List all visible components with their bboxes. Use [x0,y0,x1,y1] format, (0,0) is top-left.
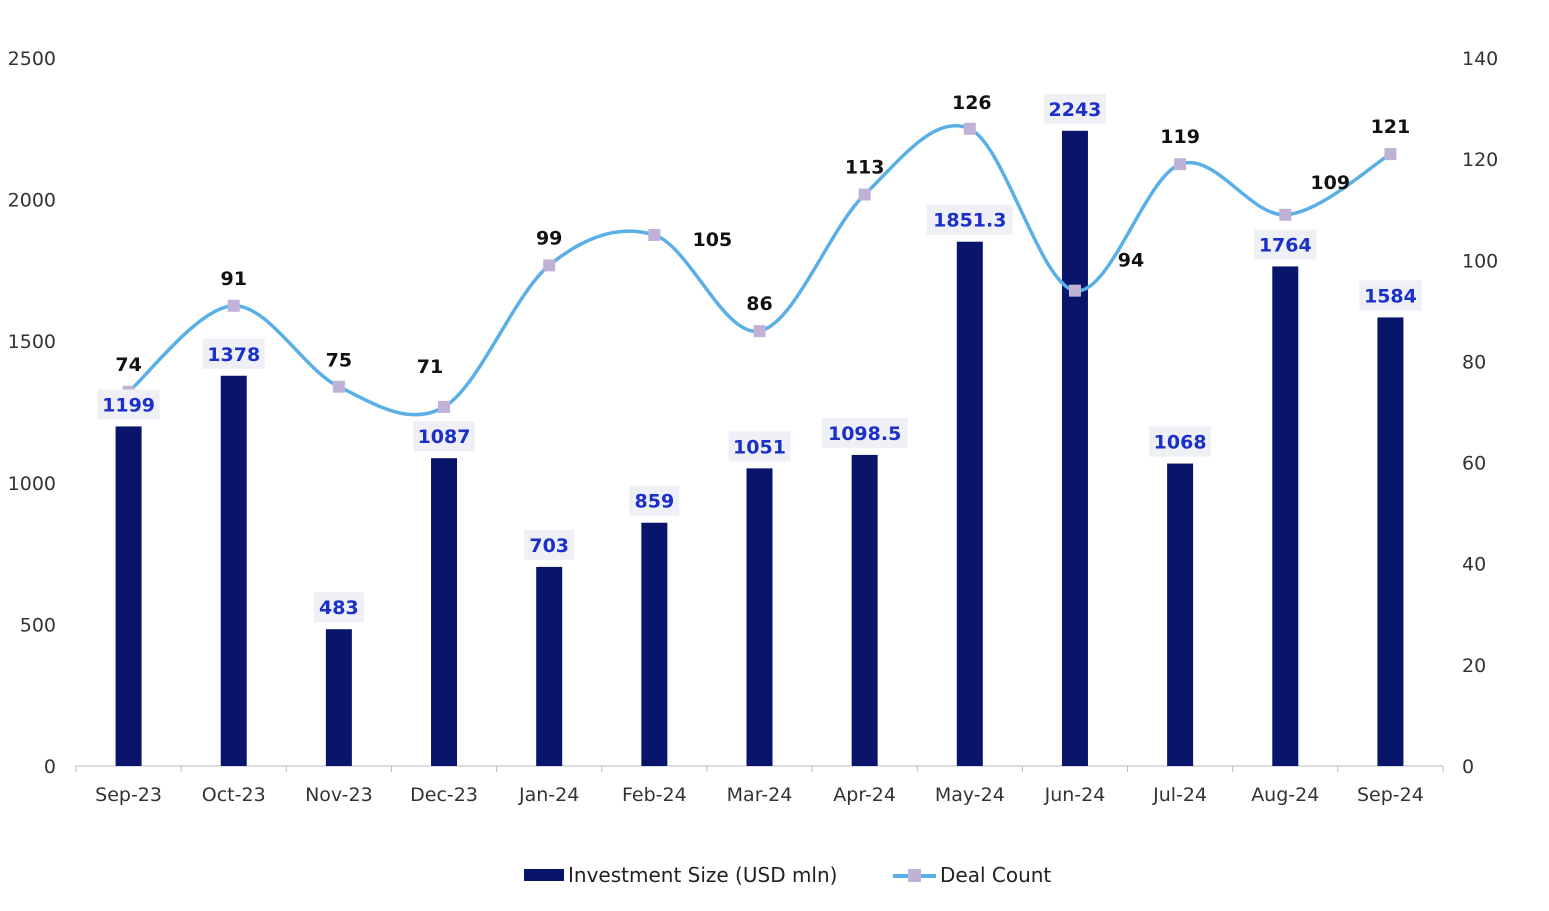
bar-investment [536,566,563,766]
marker-deal-count [438,400,451,413]
x-tick-label: Nov-23 [305,784,373,806]
bar-data-label: 703 [529,535,569,557]
bar-label-background [629,485,680,516]
right-y-tick-label: 60 [1462,453,1486,475]
bar-data-label: 2243 [1049,99,1102,121]
x-tick-label: Apr-24 [833,784,896,806]
x-tick-label: Feb-24 [622,784,687,806]
bar-label-background [202,338,265,369]
marker-deal-count [1384,148,1397,161]
bar-data-label: 1851.3 [933,210,1006,232]
bar-data-label: 1584 [1364,285,1417,307]
marker-deal-count [648,229,661,241]
marker-deal-count [543,259,556,272]
bar-investment [1167,463,1194,766]
left-y-tick-label: 500 [20,614,56,636]
line-data-label: 105 [693,229,733,251]
bar-investment [325,629,352,766]
bar-label-background [926,204,1013,235]
marker-deal-count [1174,158,1187,171]
bar-investment [1061,130,1088,766]
bar-data-label: 1199 [102,394,155,416]
right-y-tick-label: 40 [1462,554,1486,576]
line-data-label: 86 [746,293,772,315]
bar-label-background [524,529,575,560]
bar-data-label: 1098.5 [828,423,901,445]
x-tick-label: Sep-23 [95,784,162,806]
x-tick-label: Jul-24 [1152,784,1207,806]
bar-label-background [313,592,364,623]
right-y-tick-label: 100 [1462,250,1498,272]
right-y-tick-label: 80 [1462,351,1486,373]
bar-investment [115,426,142,766]
line-data-label: 74 [115,354,141,376]
bar-data-label: 859 [635,491,675,513]
bar-investment [1272,266,1299,766]
x-tick-label: Jun-24 [1044,784,1106,806]
x-tick-label: Jan-24 [518,784,579,806]
left-y-tick-label: 2500 [8,48,56,70]
bar-label-background [728,431,791,462]
bar-label-background [1359,280,1422,311]
legend-label-deal-count: Deal Count [940,863,1051,887]
line-data-label: 126 [952,92,992,114]
bar-investment [851,454,878,766]
x-tick-label: Dec-23 [410,784,478,806]
x-tick-label: Aug-24 [1251,784,1319,806]
marker-deal-count [753,325,766,338]
bar-investment [641,522,668,766]
bar-label-background [1149,426,1212,457]
legend: Investment Size (USD mln) Deal Count [524,863,1051,887]
line-data-label: 75 [326,350,352,372]
bar-investment [431,458,458,766]
x-tick-label: Oct-23 [202,784,266,806]
marker-deal-count [1068,284,1081,297]
bar-data-label: 483 [319,597,359,619]
line-data-label: 91 [221,268,247,290]
legend-swatch-deal-count-marker [908,869,921,882]
left-y-tick-label: 1000 [8,473,56,495]
right-y-tick-label: 140 [1462,48,1498,70]
line-data-label: 113 [845,157,885,179]
bar-label-background [97,389,160,420]
bar-data-label: 1087 [418,426,471,448]
marker-deal-count [858,188,871,201]
x-tick-label: Sep-24 [1357,784,1424,806]
bar-label-background [1254,229,1317,260]
bar-investment [1377,317,1404,766]
left-y-tick-label: 0 [44,756,56,778]
line-data-label: 119 [1160,126,1200,148]
right-y-tick-label: 0 [1462,756,1474,778]
bar-label-background [1043,93,1106,124]
right-y-tick-label: 120 [1462,149,1498,171]
bar-investment [956,241,983,766]
x-tick-label: Mar-24 [727,784,793,806]
legend-swatch-investment [524,869,564,881]
bar-data-label: 1051 [733,436,786,458]
left-y-tick-label: 2000 [8,190,56,212]
bar-investment [220,375,247,766]
marker-deal-count [1279,208,1292,221]
marker-deal-count [963,122,976,135]
bar-investment [746,468,773,766]
bar-data-label: 1378 [207,344,260,366]
line-data-label: 94 [1118,250,1144,272]
legend-label-investment: Investment Size (USD mln) [568,863,837,887]
bar-data-label: 1764 [1259,234,1312,256]
marker-deal-count [227,299,240,312]
bar-label-background [821,417,908,448]
line-data-label: 109 [1310,172,1350,194]
bar-label-background [413,421,476,452]
line-data-label: 121 [1371,116,1411,138]
x-tick-label: May-24 [935,784,1005,806]
marker-deal-count [332,380,345,393]
line-data-label: 71 [417,356,443,378]
bar-data-label: 1068 [1154,432,1207,454]
line-data-label: 99 [536,227,562,249]
line-deal-count [127,123,1392,417]
right-y-tick-label: 20 [1462,655,1486,677]
left-y-tick-label: 1500 [8,331,56,353]
